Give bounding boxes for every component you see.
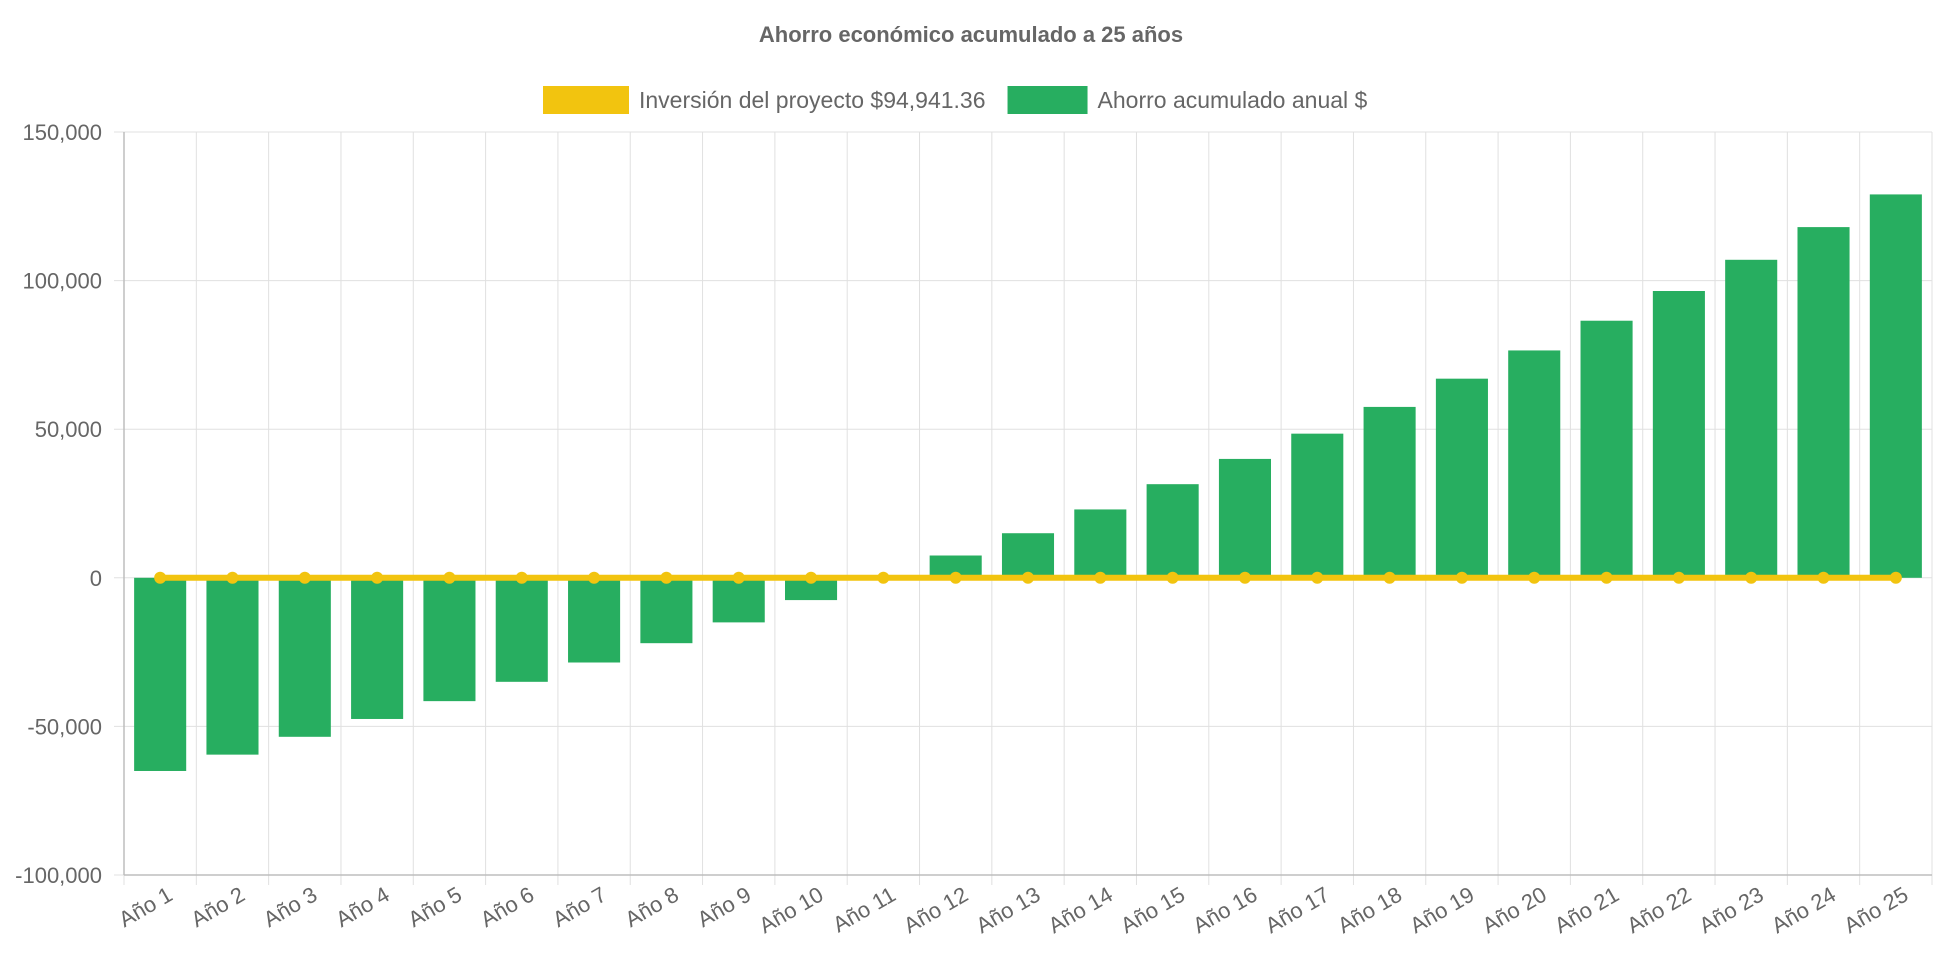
line-point <box>1672 571 1685 584</box>
legend[interactable]: Inversión del proyecto $94,941.36 Ahorro … <box>543 86 1368 114</box>
x-tick-label: Año 10 <box>755 882 828 939</box>
x-tick-label: Año 19 <box>1406 882 1479 939</box>
line-point <box>1238 571 1251 584</box>
bar <box>1725 259 1778 578</box>
line-point <box>515 571 528 584</box>
line-point <box>1455 571 1468 584</box>
line-point <box>1745 571 1758 584</box>
bar <box>351 577 404 719</box>
bar <box>1508 350 1561 578</box>
x-tick-label: Año 16 <box>1189 882 1262 939</box>
y-tick-label: -100,000 <box>15 863 102 888</box>
bar <box>134 577 187 771</box>
y-tick-label: 0 <box>90 566 102 591</box>
line-point <box>1022 571 1034 584</box>
line-point <box>154 571 167 584</box>
x-tick-label: Año 1 <box>114 882 176 932</box>
bar <box>1363 406 1416 578</box>
x-tick-label: Año 7 <box>548 882 610 932</box>
line-point <box>1311 571 1324 584</box>
bar <box>1869 194 1922 578</box>
x-tick-label: Año 15 <box>1116 882 1189 939</box>
line-point <box>877 571 890 584</box>
bar <box>1001 533 1055 578</box>
line-point <box>1889 571 1902 584</box>
x-tick-label: Año 21 <box>1550 882 1623 939</box>
bar <box>1218 458 1271 578</box>
line-point <box>1166 571 1179 584</box>
x-tick-label: Año 17 <box>1261 882 1334 939</box>
x-tick-label: Año 6 <box>476 882 538 932</box>
bar <box>1146 484 1199 578</box>
line-point <box>1383 571 1396 584</box>
axes <box>123 132 1932 876</box>
x-tick-label: Año 23 <box>1695 882 1768 939</box>
bar <box>495 577 548 682</box>
line-series <box>154 571 1902 584</box>
x-tick-label: Año 2 <box>187 882 249 932</box>
x-tick-label: Año 24 <box>1767 882 1840 939</box>
x-tick-label: Año 9 <box>693 882 755 932</box>
line-point <box>660 571 673 584</box>
bar <box>640 577 693 644</box>
line-point <box>732 571 745 584</box>
line-point <box>1528 571 1541 584</box>
x-axis-ticks: Año 1 Año 2 Año 3 Año 4 Año 5 Año 6 Año 7 Año 8… <box>114 882 1912 939</box>
x-tick-label: Año 4 <box>331 882 393 932</box>
bar <box>1797 227 1850 578</box>
bar <box>712 577 765 623</box>
x-tick-label: Año 11 <box>828 882 899 938</box>
x-tick-label: Año 8 <box>621 882 683 932</box>
line-point <box>588 571 601 584</box>
chart-title: Ahorro económico acumulado a 25 años <box>759 22 1183 47</box>
bar <box>929 555 982 578</box>
x-tick-label: Año 22 <box>1622 882 1695 939</box>
bar <box>1435 378 1488 578</box>
bar <box>423 577 476 702</box>
y-tick-label: 100,000 <box>22 269 102 294</box>
bar <box>1652 291 1705 578</box>
x-tick-label: Año 18 <box>1333 882 1406 939</box>
bar <box>1074 509 1127 578</box>
legend-label: Inversión del proyecto $94,941.36 <box>639 87 986 113</box>
x-tick-label: Año 20 <box>1478 882 1551 939</box>
line-point <box>226 571 239 584</box>
line-point <box>1094 571 1107 584</box>
x-tick-label: Año 25 <box>1839 882 1912 939</box>
y-tick-label: 150,000 <box>22 120 102 145</box>
x-tick-label: Año 14 <box>1044 882 1117 939</box>
line-point <box>805 571 818 584</box>
line-point <box>298 571 311 584</box>
line-point <box>443 571 456 584</box>
grid <box>114 131 1933 885</box>
legend-swatch <box>1007 86 1088 114</box>
x-tick-label: Año 13 <box>972 882 1045 939</box>
bar <box>278 577 331 737</box>
x-tick-label: Año 5 <box>404 882 466 932</box>
y-tick-label: 50,000 <box>35 417 102 442</box>
bar <box>1291 433 1344 578</box>
legend-label: Ahorro acumulado anual $ <box>1098 87 1368 113</box>
bar <box>785 577 838 601</box>
bars <box>134 194 1922 771</box>
line-point <box>1600 571 1613 584</box>
legend-swatch <box>543 86 629 114</box>
bar <box>568 577 621 663</box>
x-tick-label: Año 3 <box>259 882 321 932</box>
line-point <box>1817 571 1830 584</box>
bar <box>206 577 259 755</box>
y-axis-ticks: -100,000 -50,000 0 50,000 100,000 150,000 <box>15 120 102 888</box>
line-point <box>949 571 962 584</box>
line-point <box>371 571 384 584</box>
bar <box>1580 320 1633 578</box>
y-tick-label: -50,000 <box>27 714 102 739</box>
x-tick-label: Año 12 <box>899 882 972 939</box>
